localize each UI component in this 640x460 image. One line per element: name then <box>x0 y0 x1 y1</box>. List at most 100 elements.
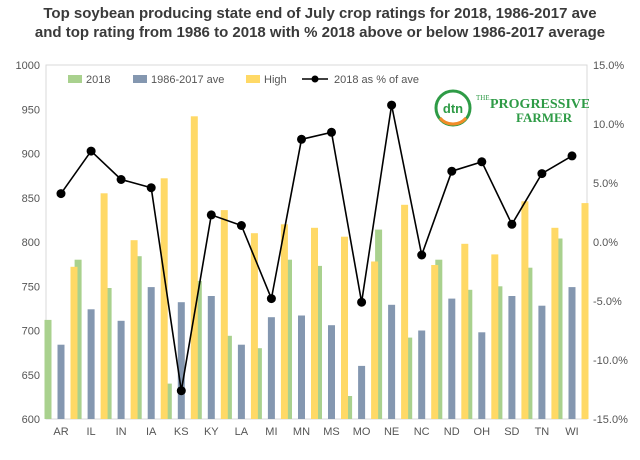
x-tick-label: LA <box>235 426 249 438</box>
point-pct-nc <box>417 250 427 260</box>
y-left-tick-label: 1000 <box>16 60 40 72</box>
point-pct-mo <box>357 297 367 307</box>
bar-high-la <box>250 233 258 419</box>
y-left-tick-label: 750 <box>22 281 40 293</box>
point-pct-oh <box>477 157 487 167</box>
bar-1986-2017-ave-ia <box>147 287 155 419</box>
bar-2018-ky <box>194 280 202 419</box>
x-tick-label: OH <box>474 426 491 438</box>
point-pct-mn <box>297 134 306 144</box>
bar-high-il <box>100 193 108 419</box>
bar-1986-2017-ave-la <box>237 344 245 419</box>
bar-2018-wi <box>555 238 563 419</box>
y-left-tick-label: 800 <box>22 237 40 249</box>
x-tick-label: IA <box>146 426 157 438</box>
point-pct-wi <box>567 151 577 161</box>
bar-2018-ks <box>164 383 172 419</box>
bar-2018-ar <box>44 319 52 419</box>
bar-high-ar <box>70 266 78 419</box>
x-tick-label: KS <box>174 426 189 438</box>
bar-1986-2017-ave-ms <box>328 325 335 419</box>
legend-swatch <box>68 75 82 83</box>
y-right-tick-label: 15.0% <box>593 60 624 72</box>
bar-1986-2017-ave-ks <box>177 302 185 419</box>
legend-label: 2018 <box>86 74 110 86</box>
point-pct-ms <box>327 127 336 137</box>
x-tick-label: WI <box>565 426 578 438</box>
x-tick-label: SD <box>504 426 519 438</box>
x-tick-label: IL <box>86 426 95 438</box>
legend-label: 1986-2017 ave <box>151 74 224 86</box>
x-tick-label: NE <box>384 426 399 438</box>
bar-1986-2017-ave-mi <box>267 317 275 419</box>
y-left-tick-label: 600 <box>22 414 40 426</box>
x-tick-label: MO <box>353 426 371 438</box>
bar-1986-2017-ave-wi <box>568 287 576 419</box>
dtn-progressive-farmer-logo: dtn THE PROGRESSIVE FARMER <box>434 89 589 127</box>
bar-high-nc <box>431 265 439 419</box>
legend-label: High <box>264 74 287 86</box>
y-left-tick-label: 950 <box>22 104 40 116</box>
bar-high-mi <box>280 224 288 419</box>
y-right-tick-label: 0.0% <box>593 237 618 249</box>
point-pct-in <box>116 175 126 184</box>
legend-swatch <box>133 75 147 83</box>
bar-high-ia <box>160 178 168 419</box>
y-left-tick-label: 900 <box>22 149 40 161</box>
bar-high-mo <box>371 261 379 419</box>
logo-progressive-text: PROGRESSIVE <box>490 97 589 112</box>
bar-high-tn <box>551 227 559 419</box>
bar-2018-nc <box>405 337 413 419</box>
bar-high-ms <box>341 236 348 419</box>
bar-high-nd <box>461 243 469 419</box>
bar-2018-mn <box>285 259 292 419</box>
point-pct-ar <box>56 189 66 199</box>
bar-1986-2017-ave-tn <box>538 305 546 419</box>
point-pct-ne <box>387 100 397 110</box>
x-tick-label: KY <box>204 426 219 438</box>
y-right-tick-label: -15.0% <box>593 414 628 426</box>
point-pct-il <box>86 146 96 156</box>
bar-2018-nd <box>435 259 443 419</box>
point-pct-ia <box>146 183 156 193</box>
bar-2018-in <box>104 288 112 419</box>
bar-1986-2017-ave-sd <box>508 296 516 419</box>
x-tick-label: NC <box>414 426 430 438</box>
bar-high-oh <box>491 254 499 419</box>
bar-2018-ms <box>315 265 322 419</box>
bar-1986-2017-ave-mo <box>358 365 366 419</box>
bar-high-in <box>130 240 138 419</box>
y-left-tick-label: 700 <box>22 326 40 338</box>
logo-dtn-text: dtn <box>443 101 463 116</box>
bar-high-sd <box>521 201 529 419</box>
point-pct-nd <box>447 166 457 176</box>
bar-1986-2017-ave-il <box>87 309 95 419</box>
bar-2018-oh <box>465 289 473 419</box>
logo-the-text: THE <box>476 94 490 102</box>
chart-title-line-2: and top rating from 1986 to 2018 with % … <box>34 24 606 41</box>
point-pct-ks <box>176 386 186 396</box>
legend-swatch <box>246 75 260 83</box>
bar-2018-il <box>74 259 82 419</box>
x-tick-label: MS <box>323 426 340 438</box>
bar-high-ne <box>401 204 409 419</box>
bar-1986-2017-ave-ky <box>207 296 215 419</box>
bar-1986-2017-ave-in <box>117 320 125 419</box>
bar-2018-ia <box>134 256 142 419</box>
bar-high-mn <box>311 227 318 419</box>
point-pct-la <box>236 221 246 230</box>
y-right-tick-label: -5.0% <box>593 296 622 308</box>
bar-2018-tn <box>525 267 533 419</box>
y-right-tick-label: 10.0% <box>593 119 624 131</box>
bar-2018-sd <box>495 286 503 420</box>
y-left-tick-label: 650 <box>22 370 40 382</box>
logo-farmer-text: FARMER <box>516 110 573 125</box>
point-pct-tn <box>537 169 547 179</box>
bar-high-ks <box>190 116 198 420</box>
bar-1986-2017-ave-nc <box>418 330 426 419</box>
point-pct-mi <box>266 294 276 304</box>
point-pct-ky <box>206 210 216 220</box>
bar-high-wi <box>581 203 589 419</box>
bar-2018-la <box>224 335 232 419</box>
